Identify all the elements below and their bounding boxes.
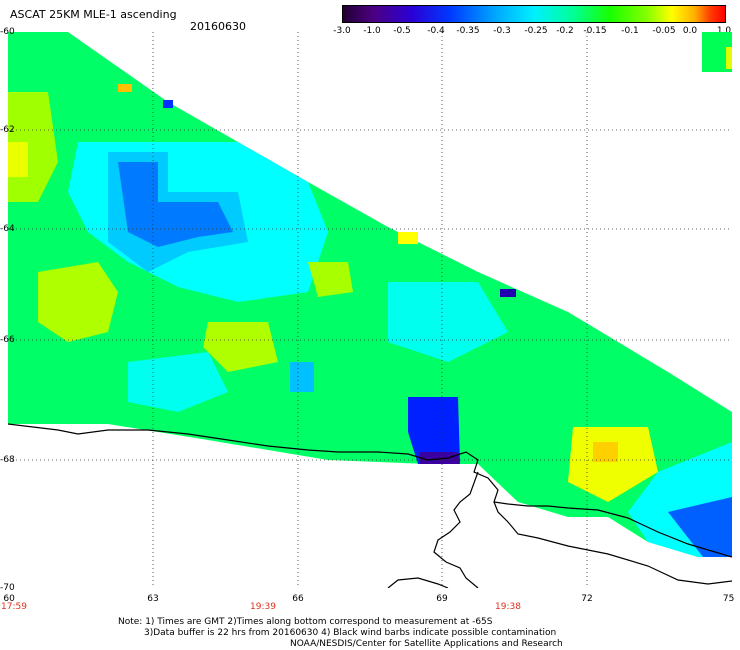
region-cyan-c [388, 282, 508, 362]
latitude-label: -60 [0, 27, 15, 37]
map-title: ASCAT 25KM MLE-1 ascending [10, 8, 177, 21]
region-lightblue-b [290, 362, 314, 392]
latitude-label: -68 [0, 455, 15, 465]
color-scale-bar [342, 5, 726, 23]
region-yellow-b [568, 427, 658, 502]
latitude-label: -62 [0, 125, 15, 135]
latitude-label: -64 [0, 224, 15, 234]
swath-map [8, 32, 732, 588]
color-scale-label: -0.35 [456, 26, 480, 36]
region-blue-spot [163, 100, 173, 108]
region-lime-a [38, 262, 118, 342]
color-scale-label: -0.5 [393, 26, 411, 36]
region-lightblue-a [108, 152, 248, 272]
color-scale-label: -0.3 [493, 26, 511, 36]
region-purple-b [420, 452, 460, 464]
longitude-label: 66 [292, 594, 304, 604]
time-label: 19:38 [495, 602, 521, 612]
color-scale-label: -3.0 [333, 26, 351, 36]
longitude-label: 60 [3, 594, 15, 604]
region-orange-b [593, 442, 618, 462]
latitude-label: -70 [0, 583, 15, 593]
color-scale-label: -0.25 [524, 26, 548, 36]
color-scale-label: -0.2 [556, 26, 574, 36]
region-lime-c [203, 322, 278, 372]
map-date: 20160630 [190, 20, 246, 33]
region-blue-d [668, 497, 732, 557]
swath-data [8, 32, 732, 557]
color-scale-label: -0.05 [652, 26, 676, 36]
region-yellow-c [398, 232, 418, 244]
coastline [8, 423, 732, 588]
color-scale-label: -0.15 [583, 26, 607, 36]
time-label: 19:39 [250, 602, 276, 612]
region-yellow-a [8, 142, 28, 177]
graticule [8, 32, 732, 588]
region-purple-spot [500, 289, 516, 297]
region-orange-spot [118, 84, 132, 92]
note-line-1: Note: 1) Times are GMT 2)Times along bot… [118, 617, 493, 627]
longitude-label: 69 [436, 594, 448, 604]
color-scale-label: -0.4 [427, 26, 445, 36]
swath-corner-yellow [726, 47, 732, 69]
region-blue-b [408, 397, 460, 464]
color-scale-label: -0.1 [621, 26, 639, 36]
longitude-label: 72 [581, 594, 593, 604]
color-scale-label: 1.0 [716, 26, 732, 36]
note-line-2: 3)Data buffer is 22 hrs from 20160630 4)… [144, 628, 557, 638]
color-scale-label: 0.0 [682, 26, 698, 36]
longitude-label: 63 [147, 594, 159, 604]
latitude-label: -66 [0, 335, 15, 345]
note-line-3: NOAA/NESDIS/Center for Satellite Applica… [290, 639, 563, 649]
color-scale-label: -1.0 [363, 26, 381, 36]
region-lime-d [308, 262, 353, 297]
time-label: 17:59 [1, 602, 27, 612]
longitude-label: 75 [722, 594, 735, 604]
